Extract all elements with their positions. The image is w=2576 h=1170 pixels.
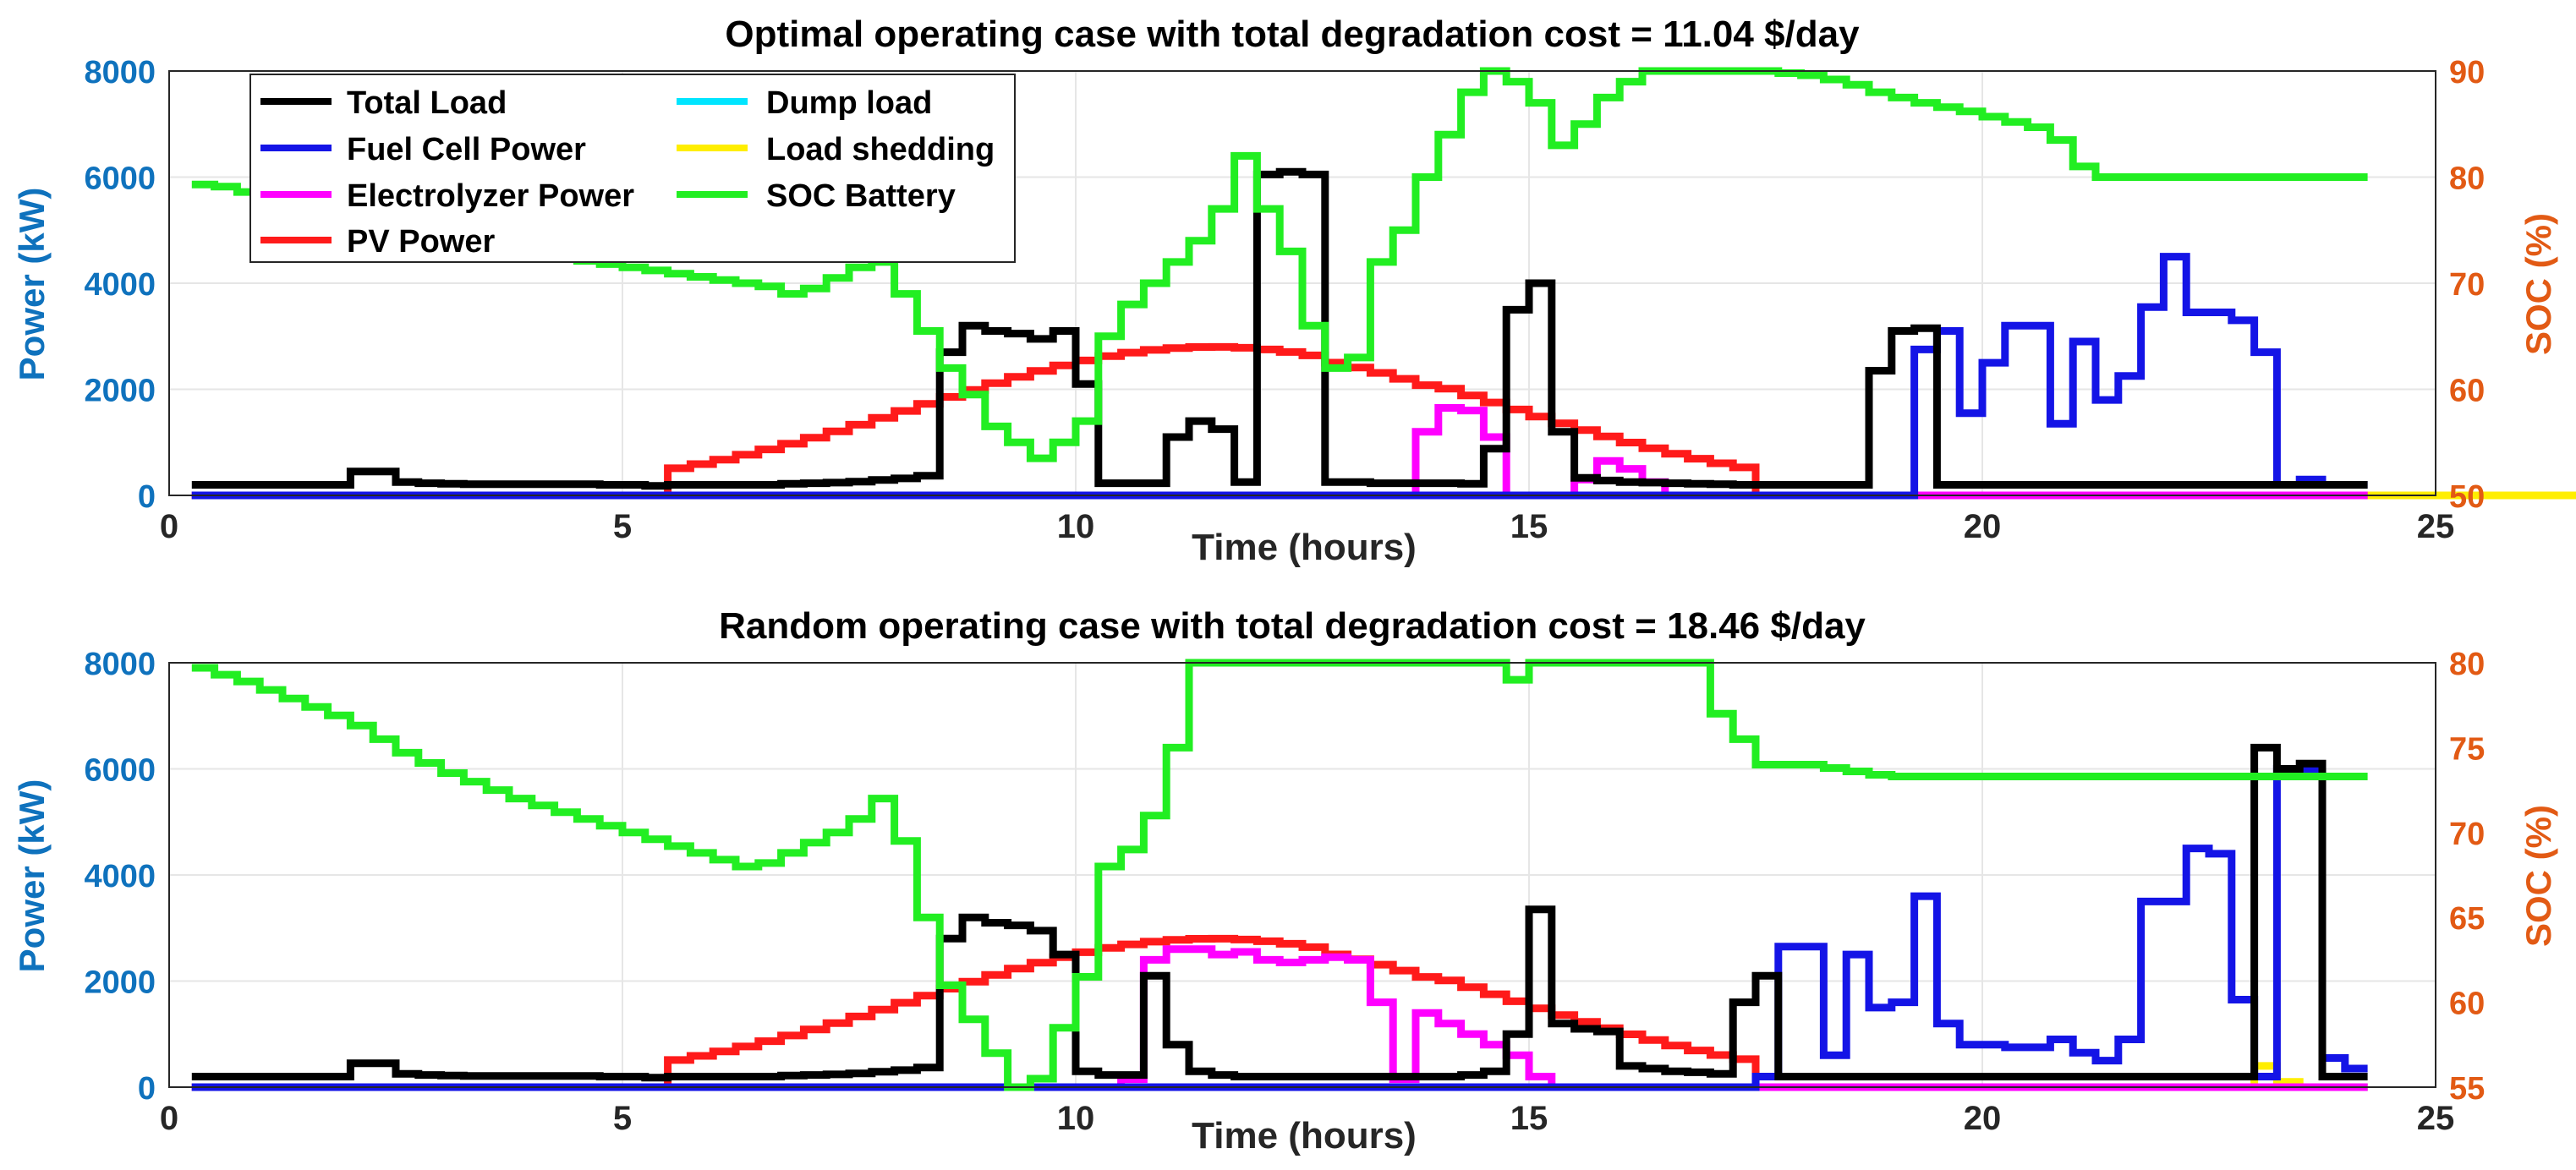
y-tick-label: 8000 [84,647,156,682]
legend-label-load-shedding: Load shedding [766,132,995,167]
left-axis-ticks: 0 2000 4000 6000 8000 [84,55,156,515]
x-tick-label: 25 [2417,1100,2455,1137]
y-tick-label: 2000 [84,965,156,1001]
chart-title: Random operating case with total degrada… [719,605,1866,647]
y-axis-label: Power (kW) [12,779,52,973]
legend-label-dump-load: Dump load [766,85,932,121]
y-right-tick-label: 80 [2449,161,2485,197]
series-line-soc [191,659,2368,1091]
x-tick-label: 15 [1510,1100,1548,1137]
x-tick-label: 20 [1964,508,2002,545]
y-tick-label: 6000 [84,161,156,197]
series-line-total-load [191,743,2368,1082]
x-tick-label: 25 [2417,508,2455,545]
y-right-tick-label: 70 [2449,267,2485,303]
legend-label-electrolyzer: Electrolyzer Power [347,178,634,214]
y-axis-label: Power (kW) [12,188,52,381]
y-right-tick-label: 90 [2449,55,2485,90]
x-axis-label: Time (hours) [1192,527,1417,568]
x-axis-ticks: 0 5 10 15 20 25 [160,508,2454,545]
x-axis-ticks: 0 5 10 15 20 25 [160,1100,2454,1137]
y-tick-label: 2000 [84,374,156,409]
y-axis-right-label: SOC (%) [2518,213,2558,355]
y-right-tick-label: 60 [2449,987,2485,1022]
legend-label-total-load: Total Load [347,85,507,121]
chart-panel-random: Random operating case with total degrada… [12,605,2558,1156]
y-tick-label: 4000 [84,859,156,894]
chart-title: Optimal operating case with total degrad… [725,14,1860,55]
y-right-tick-label: 75 [2449,731,2485,767]
legend: Total Load Fuel Cell Power Electrolyzer … [249,74,1016,263]
right-axis-ticks: 55 60 65 70 75 80 [2449,647,2485,1107]
legend-label-pv: PV Power [347,224,495,260]
x-tick-label: 5 [613,1100,632,1137]
x-axis-label: Time (hours) [1192,1115,1417,1156]
y-tick-label: 8000 [84,55,156,90]
x-tick-label: 0 [160,508,178,545]
x-tick-label: 0 [160,1100,178,1137]
y-tick-label: 0 [138,1071,156,1107]
legend-label-soc: SOC Battery [766,178,956,214]
x-tick-label: 10 [1057,1100,1095,1137]
y-tick-label: 4000 [84,267,156,303]
legend-box [249,74,1016,263]
y-right-tick-label: 55 [2449,1071,2485,1107]
x-tick-label: 15 [1510,508,1548,545]
x-tick-label: 5 [613,508,632,545]
y-right-tick-label: 60 [2449,374,2485,409]
plot-frame [168,662,2436,1088]
y-right-tick-label: 65 [2449,901,2485,937]
right-axis-ticks: 50 60 70 80 90 [2449,55,2485,515]
plot-frame [168,70,2436,496]
x-tick-label: 20 [1964,1100,2002,1137]
y-right-tick-label: 80 [2449,647,2485,682]
y-tick-label: 0 [138,479,156,515]
y-right-tick-label: 50 [2449,479,2485,515]
y-tick-label: 6000 [84,753,156,789]
series-line-total-load [191,167,2368,490]
y-right-tick-label: 70 [2449,817,2485,852]
y-axis-right-label: SOC (%) [2518,805,2558,947]
legend-label-fuel-cell: Fuel Cell Power [347,132,586,167]
x-tick-label: 10 [1057,508,1095,545]
chart-panel-optimal: Optimal operating case with total degrad… [12,14,2576,568]
left-axis-ticks: 0 2000 4000 6000 8000 [84,647,156,1107]
